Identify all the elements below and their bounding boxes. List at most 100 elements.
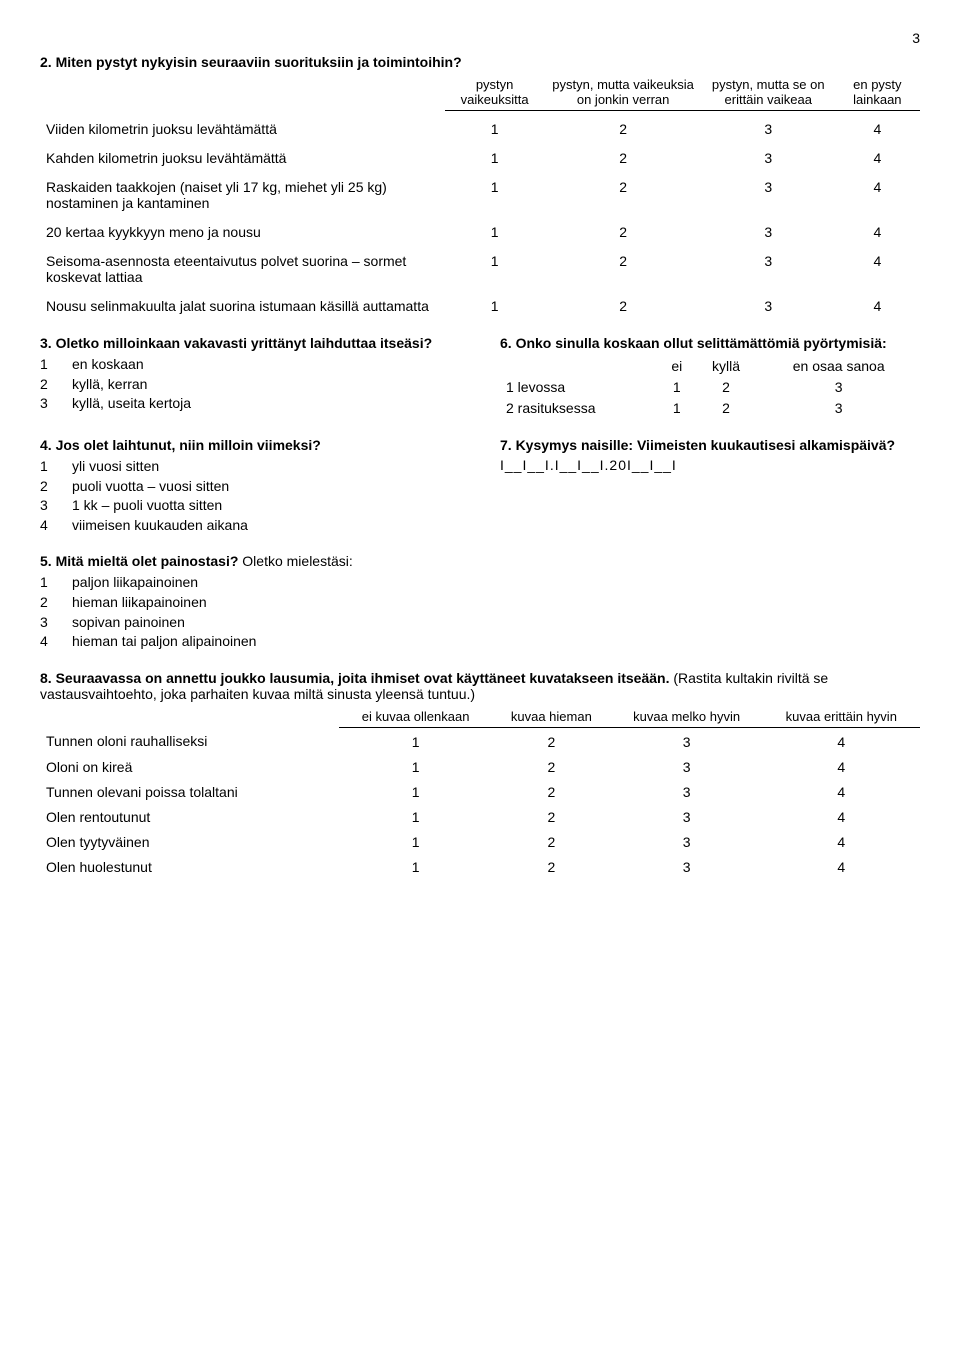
q8-cell[interactable]: 3	[611, 753, 763, 778]
q2-cell[interactable]: 3	[702, 140, 835, 169]
q2-cell[interactable]: 2	[544, 214, 701, 243]
opt-text: 1 kk – puoli vuotta sitten	[72, 496, 222, 516]
q2-row: Kahden kilometrin juoksu levähtämättä 1 …	[40, 140, 920, 169]
q8-cell[interactable]: 1	[339, 853, 492, 878]
q6-hdr: ei	[659, 355, 695, 377]
q6-cell[interactable]: 1	[659, 377, 695, 398]
q2-cell[interactable]: 1	[445, 243, 545, 288]
q8-row: Olen rentoutunut 1 2 3 4	[40, 803, 920, 828]
q8-row-label: Tunnen oloni rauhalliseksi	[40, 727, 339, 753]
q5-title-bold: 5. Mitä mieltä olet painostasi?	[40, 553, 238, 569]
q4-option[interactable]: 4viimeisen kuukauden aikana	[40, 516, 460, 536]
opt-num: 1	[40, 573, 54, 593]
q2-title: 2. Miten pystyt nykyisin seuraaviin suor…	[40, 54, 920, 70]
q4-option[interactable]: 1yli vuosi sitten	[40, 457, 460, 477]
q6-cell[interactable]: 2	[695, 398, 758, 419]
q2-row-label: Nousu selinmakuulta jalat suorina istuma…	[40, 288, 445, 317]
q8-cell[interactable]: 4	[763, 778, 920, 803]
q8-cell[interactable]: 4	[763, 828, 920, 853]
q4-option[interactable]: 2puoli vuotta – vuosi sitten	[40, 477, 460, 497]
q6-cell[interactable]: 3	[757, 377, 920, 398]
q8-cell[interactable]: 2	[492, 803, 611, 828]
q8-cell[interactable]: 2	[492, 778, 611, 803]
q3-option[interactable]: 2 kyllä, kerran	[40, 375, 460, 395]
q2-cell[interactable]: 3	[702, 169, 835, 214]
q2-row: Seisoma-asennosta eteentaivutus polvet s…	[40, 243, 920, 288]
q2-cell[interactable]: 2	[544, 111, 701, 141]
q2-cell[interactable]: 3	[702, 288, 835, 317]
opt-num: 1	[40, 355, 54, 375]
opt-text: yli vuosi sitten	[72, 457, 159, 477]
q8-row: Olen tyytyväinen 1 2 3 4	[40, 828, 920, 853]
q2-cell[interactable]: 1	[445, 288, 545, 317]
q5-option[interactable]: 4hieman tai paljon alipainoinen	[40, 632, 920, 652]
q8-cell[interactable]: 3	[611, 828, 763, 853]
q4-option[interactable]: 31 kk – puoli vuotta sitten	[40, 496, 460, 516]
opt-text: en koskaan	[72, 355, 144, 375]
q7-date-blank[interactable]: I__I__I.I__I__I.20I__I__I	[500, 457, 920, 473]
q8-row-label: Olen tyytyväinen	[40, 828, 339, 853]
q2-cell[interactable]: 1	[445, 111, 545, 141]
q8-cell[interactable]: 3	[611, 778, 763, 803]
q2-cell[interactable]: 4	[835, 214, 920, 243]
q8-row: Tunnen olevani poissa tolaltani 1 2 3 4	[40, 778, 920, 803]
q2-row: Raskaiden taakkojen (naiset yli 17 kg, m…	[40, 169, 920, 214]
q8-cell[interactable]: 2	[492, 727, 611, 753]
q2-table: pystyn vaikeuksitta pystyn, mutta vaikeu…	[40, 74, 920, 317]
q8-cell[interactable]: 2	[492, 753, 611, 778]
q2-cell[interactable]: 4	[835, 288, 920, 317]
q8-cell[interactable]: 3	[611, 803, 763, 828]
q2-cell[interactable]: 2	[544, 288, 701, 317]
opt-text: kyllä, useita kertoja	[72, 394, 191, 414]
q2-row: Nousu selinmakuulta jalat suorina istuma…	[40, 288, 920, 317]
q3-option[interactable]: 1 en koskaan	[40, 355, 460, 375]
q8-cell[interactable]: 1	[339, 778, 492, 803]
q3-option[interactable]: 3kyllä, useita kertoja	[40, 394, 460, 414]
q3-title: 3. Oletko milloinkaan vakavasti yrittäny…	[40, 335, 460, 351]
q8-cell[interactable]: 4	[763, 727, 920, 753]
q4-title: 4. Jos olet laihtunut, niin milloin viim…	[40, 437, 460, 453]
q8-cell[interactable]: 4	[763, 853, 920, 878]
q8-cell[interactable]: 1	[339, 803, 492, 828]
q8-row-label: Olen huolestunut	[40, 853, 339, 878]
opt-num: 2	[40, 375, 54, 395]
q2-hdr-2: pystyn, mutta vaikeuksia on jonkin verra…	[544, 74, 701, 111]
q8-cell[interactable]: 3	[611, 727, 763, 753]
q6-row-label: 2 rasituksessa	[500, 398, 659, 419]
q2-cell[interactable]: 4	[835, 111, 920, 141]
opt-num: 2	[40, 477, 54, 497]
q8-cell[interactable]: 4	[763, 803, 920, 828]
q6-cell[interactable]: 2	[695, 377, 758, 398]
q2-hdr-4: en pysty lainkaan	[835, 74, 920, 111]
q8-cell[interactable]: 4	[763, 753, 920, 778]
q2-cell[interactable]: 1	[445, 140, 545, 169]
q8-cell[interactable]: 2	[492, 828, 611, 853]
q2-cell[interactable]: 1	[445, 169, 545, 214]
q2-cell[interactable]: 3	[702, 214, 835, 243]
q2-cell[interactable]: 2	[544, 140, 701, 169]
q2-cell[interactable]: 4	[835, 140, 920, 169]
q5-option[interactable]: 3sopivan painoinen	[40, 613, 920, 633]
q8-cell[interactable]: 1	[339, 727, 492, 753]
q2-row-label: Kahden kilometrin juoksu levähtämättä	[40, 140, 445, 169]
q2-row-label: Raskaiden taakkojen (naiset yli 17 kg, m…	[40, 169, 445, 214]
q8-cell[interactable]: 2	[492, 853, 611, 878]
q8-table: ei kuvaa ollenkaan kuvaa hieman kuvaa me…	[40, 706, 920, 878]
q2-cell[interactable]: 2	[544, 169, 701, 214]
q2-cell[interactable]: 4	[835, 169, 920, 214]
q8-cell[interactable]: 3	[611, 853, 763, 878]
q5-option[interactable]: 1paljon liikapainoinen	[40, 573, 920, 593]
q6-cell[interactable]: 3	[757, 398, 920, 419]
q2-cell[interactable]: 3	[702, 111, 835, 141]
q2-cell[interactable]: 3	[702, 243, 835, 288]
opt-text: kyllä, kerran	[72, 375, 147, 395]
q8-cell[interactable]: 1	[339, 753, 492, 778]
q8-row: Tunnen oloni rauhalliseksi 1 2 3 4	[40, 727, 920, 753]
q2-cell[interactable]: 1	[445, 214, 545, 243]
q2-cell[interactable]: 4	[835, 243, 920, 288]
q5-option[interactable]: 2hieman liikapainoinen	[40, 593, 920, 613]
q6-cell[interactable]: 1	[659, 398, 695, 419]
q2-cell[interactable]: 2	[544, 243, 701, 288]
q5-options: 1paljon liikapainoinen 2hieman liikapain…	[40, 573, 920, 651]
q8-cell[interactable]: 1	[339, 828, 492, 853]
